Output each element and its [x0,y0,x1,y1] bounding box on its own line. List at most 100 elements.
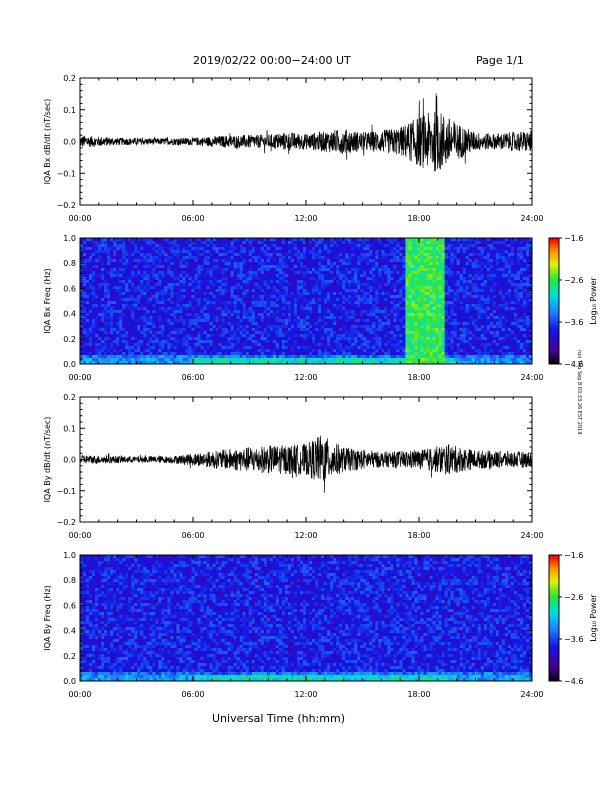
spectrogram-cell [200,328,204,332]
spectrogram-cell [411,355,415,359]
spectrogram-cell [212,238,216,242]
spectrogram-cell [318,253,322,257]
spectrogram-cell [122,244,126,248]
spectrogram-cell [354,262,358,266]
spectrogram-cell [158,328,162,332]
spectrogram-cell [417,292,421,296]
spectrogram-cell [269,310,274,314]
spectrogram-cell [254,280,259,284]
spectrogram-cell [116,244,120,248]
spectrogram-cell [360,265,364,269]
spectrogram-cell [113,328,117,332]
spectrogram-cell [164,319,168,323]
spectrogram-cell [269,295,274,299]
spectrogram-cell [348,334,352,338]
spectrogram-cell [233,319,237,323]
spectrogram-cell [284,334,289,338]
spectrogram-cell [239,340,244,344]
spectrogram-cell [266,280,271,284]
spectrogram-cell [309,253,313,257]
spectrogram-cell [420,304,424,308]
spectrogram-cell [408,271,412,275]
spectrogram-cell [128,331,132,335]
spectrogram-cell [272,319,277,323]
spectrogram-cell [137,241,141,245]
spectrogram-cell [390,331,394,335]
spectrogram-cell [80,238,84,242]
spectrogram-cell [275,316,280,320]
spectrogram-cell [302,256,307,260]
spectrogram-cell [86,268,90,272]
spectrogram-cell [278,310,283,314]
spectrogram-cell [339,241,343,245]
spectrogram-cell [420,337,424,341]
spectrogram-cell [254,259,259,263]
spectrogram-cell [324,337,328,341]
spectrogram-cell [354,340,358,344]
spectrogram-cell [155,256,159,260]
spectrogram-cell [113,238,117,242]
spectrogram-cell [327,259,331,263]
spectrogram-cell [417,283,421,287]
spectrogram-cell [95,313,99,317]
spectrogram-cell [414,238,418,242]
spectrogram-cell [318,328,322,332]
spectrogram-cell [185,337,189,341]
spectrogram-cell [131,259,135,263]
spectrogram-cell [212,319,216,323]
spectrogram-cell [230,253,234,257]
spectrogram-cell [224,253,228,257]
spectrogram-cell [134,355,138,359]
spectrogram-cell [167,298,171,302]
spectrogram-cell [200,349,204,353]
spectrogram-cell [293,334,298,338]
spectrogram-cell [423,322,427,326]
spectrogram-cell [357,325,361,329]
spectrogram-cell [336,355,340,359]
spectrogram-cell [155,241,159,245]
spectrogram-cell [324,244,328,248]
spectrogram-cell [293,241,298,245]
spectrogram-cell [101,343,105,347]
spectrogram-cell [366,340,370,344]
spectrogram-cell [339,343,343,347]
spectrogram-cell [321,241,325,245]
spectrogram-cell [351,328,355,332]
spectrogram-cell [92,238,96,242]
spectrogram-cell [272,292,277,296]
spectrogram-cell [423,355,427,359]
spectrogram-cell [218,349,222,353]
spectrogram-cell [393,289,397,293]
spectrogram-cell [315,256,319,260]
spectrogram-cell [390,247,394,251]
spectrogram-cell [248,361,253,365]
spectrogram-cell [263,355,268,359]
spectrogram-cell [296,289,301,293]
spectrogram-cell [333,277,337,281]
spectrogram-cell [224,304,228,308]
spectrogram-cell [384,313,388,317]
spectrogram-cell [384,349,388,353]
spectrogram-cell [197,331,201,335]
spectrogram-cell [218,337,222,341]
spectrogram-cell [116,247,120,251]
spectrogram-cell [239,241,244,245]
spectrogram-cell [357,358,361,362]
spectrogram-cell [275,358,280,362]
spectrogram-cell [266,250,271,254]
spectrogram-cell [275,250,280,254]
spectrogram-cell [414,352,418,356]
spectrogram-cell [125,250,129,254]
spectrogram-cell [393,262,397,266]
spectrogram-cell [354,358,358,362]
spectrogram-cell [345,268,349,272]
spectrogram-cell [239,247,244,251]
spectrogram-cell [113,271,117,275]
spectrogram-cell [263,322,268,326]
spectrogram-cell [354,250,358,254]
spectrogram-cell [408,310,412,314]
spectrogram-cell [191,247,195,251]
spectrogram-cell [290,337,295,341]
spectrogram-cell [372,310,376,314]
spectrogram-cell [360,283,364,287]
